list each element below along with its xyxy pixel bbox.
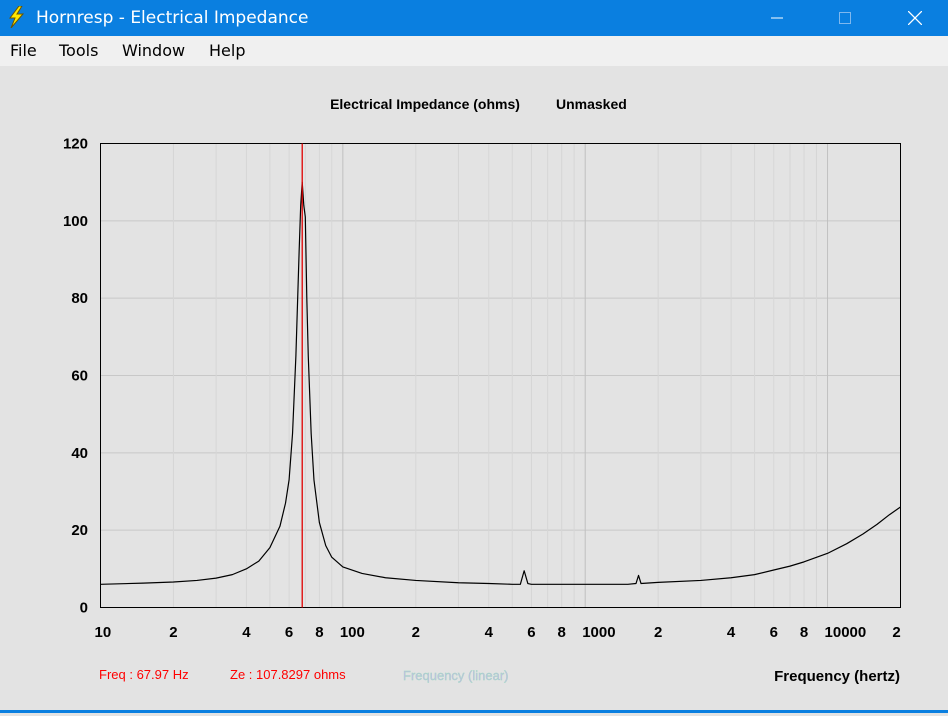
y-tick-label: 20 bbox=[71, 522, 88, 539]
x-axis-label: Frequency (hertz) bbox=[774, 668, 900, 685]
x-tick-label: 2 bbox=[412, 624, 420, 641]
x-tick-label: 100 bbox=[340, 624, 365, 641]
grid-lines bbox=[100, 143, 901, 608]
window-title: Hornresp - Electrical Impedance bbox=[36, 8, 309, 28]
x-tick-label: 8 bbox=[315, 624, 323, 641]
x-tick-label: 4 bbox=[242, 624, 251, 641]
impedance-chart-area[interactable]: Electrical Impedance (ohms) Unmasked 0 20… bbox=[0, 66, 948, 711]
x-tick-label: 10000 bbox=[825, 624, 867, 641]
x-tick-label: 1000 bbox=[582, 624, 615, 641]
menu-file[interactable]: File bbox=[10, 41, 37, 60]
close-button[interactable] bbox=[892, 0, 938, 36]
x-tick-label: 10 bbox=[95, 624, 112, 641]
x-tick-label: 8 bbox=[558, 624, 566, 641]
x-tick-label: 4 bbox=[485, 624, 494, 641]
impedance-chart[interactable]: Electrical Impedance (ohms) Unmasked 020… bbox=[0, 66, 948, 711]
x-tick-label: 2 bbox=[169, 624, 177, 641]
y-axis-ticks: 0 20 40 60 80 100 120 bbox=[63, 136, 88, 617]
maximize-icon bbox=[839, 12, 851, 24]
x-axis-ticks: 10 2 4 6 8 100 2 4 6 8 1000 2 4 6 8 10000 2 bbox=[95, 624, 901, 641]
maximize-button[interactable] bbox=[822, 0, 868, 36]
y-tick-label: 60 bbox=[71, 368, 88, 385]
window-bottom-border bbox=[0, 710, 948, 713]
plot-frame bbox=[100, 143, 901, 608]
x-tick-label: 6 bbox=[285, 624, 293, 641]
y-tick-label: 80 bbox=[71, 290, 88, 307]
y-tick-label: 40 bbox=[71, 445, 88, 462]
minimize-button[interactable] bbox=[754, 0, 800, 36]
title-bar: Hornresp - Electrical Impedance bbox=[0, 0, 948, 36]
mask-state-label: Unmasked bbox=[556, 96, 627, 112]
menu-window[interactable]: Window bbox=[122, 41, 186, 60]
impedance-readout: Ze : 107.8297 ohms bbox=[230, 667, 346, 682]
x-tick-label: 6 bbox=[527, 624, 535, 641]
lightning-bolt-icon bbox=[9, 6, 25, 28]
impedance-series-line bbox=[100, 181, 901, 585]
x-tick-label: 6 bbox=[770, 624, 778, 641]
minimize-icon bbox=[771, 17, 783, 19]
y-tick-label: 100 bbox=[63, 213, 88, 230]
menu-tools[interactable]: Tools bbox=[59, 41, 99, 60]
x-tick-label: 2 bbox=[654, 624, 662, 641]
x-tick-label: 4 bbox=[727, 624, 736, 641]
x-tick-label: 2 bbox=[892, 624, 900, 641]
x-tick-label: 8 bbox=[800, 624, 808, 641]
menu-bar: File Tools Window Help bbox=[0, 36, 948, 66]
menu-help[interactable]: Help bbox=[209, 41, 246, 60]
close-icon bbox=[908, 11, 922, 25]
frequency-scale-hint[interactable]: Frequency (linear) bbox=[403, 668, 509, 683]
y-tick-label: 120 bbox=[63, 136, 88, 153]
frequency-readout: Freq : 67.97 Hz bbox=[99, 667, 189, 682]
y-tick-label: 0 bbox=[80, 600, 88, 617]
chart-title: Electrical Impedance (ohms) bbox=[330, 96, 520, 112]
